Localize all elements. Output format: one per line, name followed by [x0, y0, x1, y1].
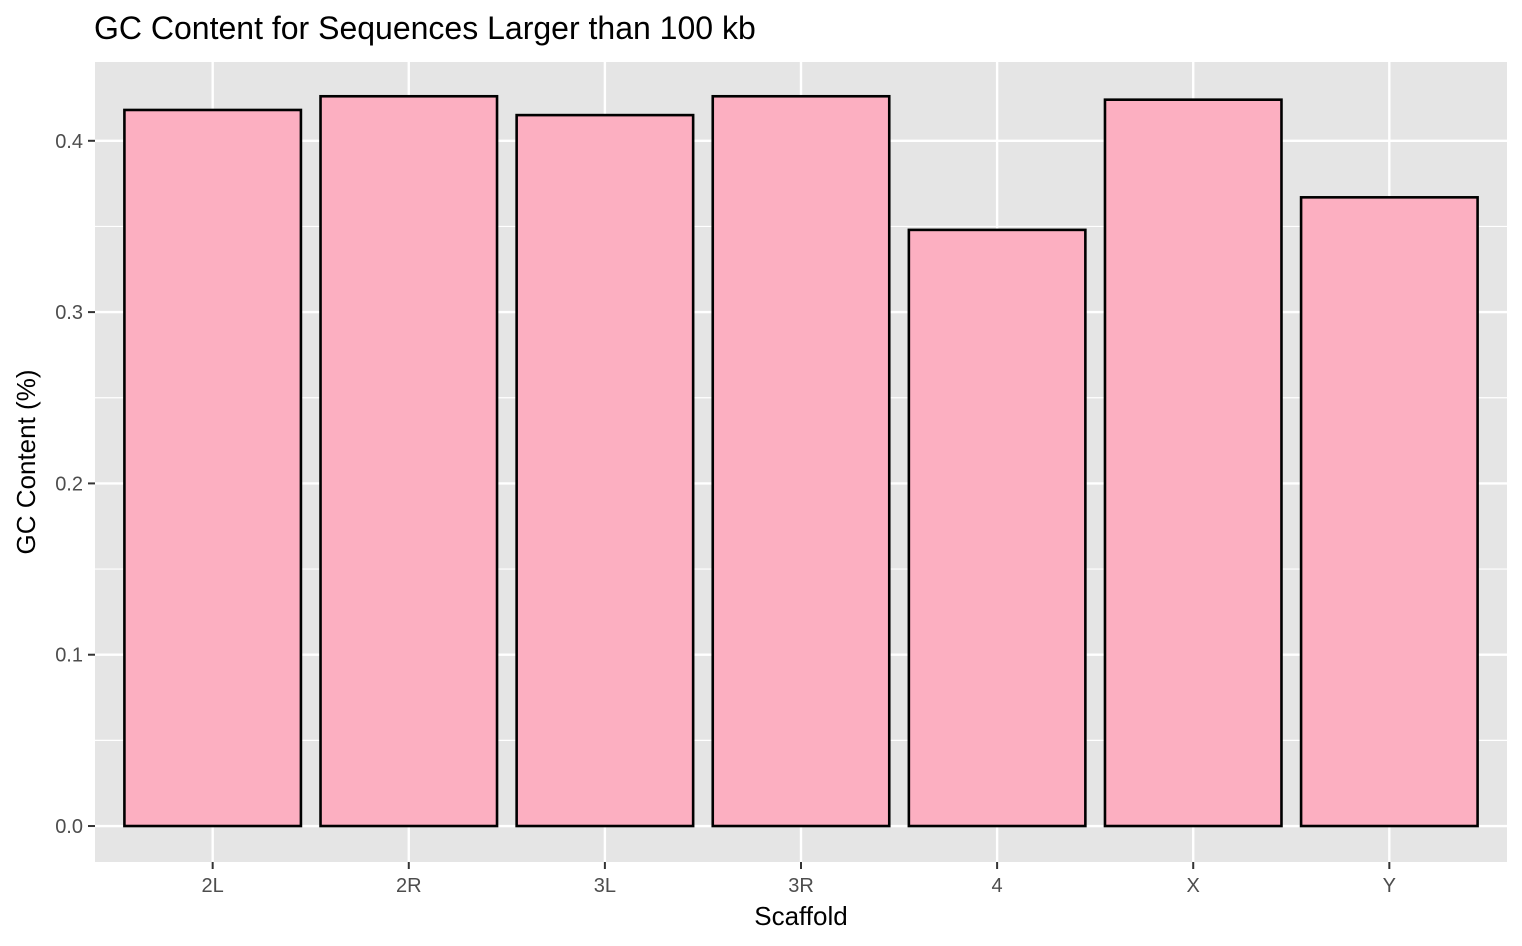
- bar-2L: [123, 108, 303, 828]
- x-tick-label: 3R: [788, 875, 814, 897]
- y-axis-title: GC Content (%): [11, 370, 41, 555]
- x-tick-label: 3L: [594, 875, 616, 897]
- y-tick-label: 0.1: [55, 645, 83, 667]
- chart-title: GC Content for Sequences Larger than 100…: [94, 10, 756, 46]
- y-tick-label: 0.4: [55, 131, 83, 153]
- bar-4: [907, 228, 1087, 828]
- x-tick-label: 4: [992, 875, 1003, 897]
- x-tick-label: X: [1187, 875, 1200, 897]
- x-tick-label: 2R: [396, 875, 422, 897]
- x-tick-label: 2L: [202, 875, 224, 897]
- x-tick-label: Y: [1383, 875, 1396, 897]
- bar-2R: [319, 94, 499, 828]
- bar-3R: [711, 94, 891, 828]
- bar-3L: [515, 113, 695, 828]
- y-axis-ticks: 0.0 0.1 0.2 0.3 0.4: [55, 131, 95, 838]
- bars: [123, 94, 1479, 828]
- y-tick-label: 0.3: [55, 302, 83, 324]
- x-axis-title: Scaffold: [754, 901, 847, 931]
- bar-X: [1103, 98, 1283, 828]
- bar-Y: [1299, 196, 1479, 828]
- y-tick-label: 0.0: [55, 816, 83, 838]
- x-axis-ticks: 2L 2R 3L 3R 4 X Y: [202, 862, 1396, 897]
- y-tick-label: 0.2: [55, 473, 83, 495]
